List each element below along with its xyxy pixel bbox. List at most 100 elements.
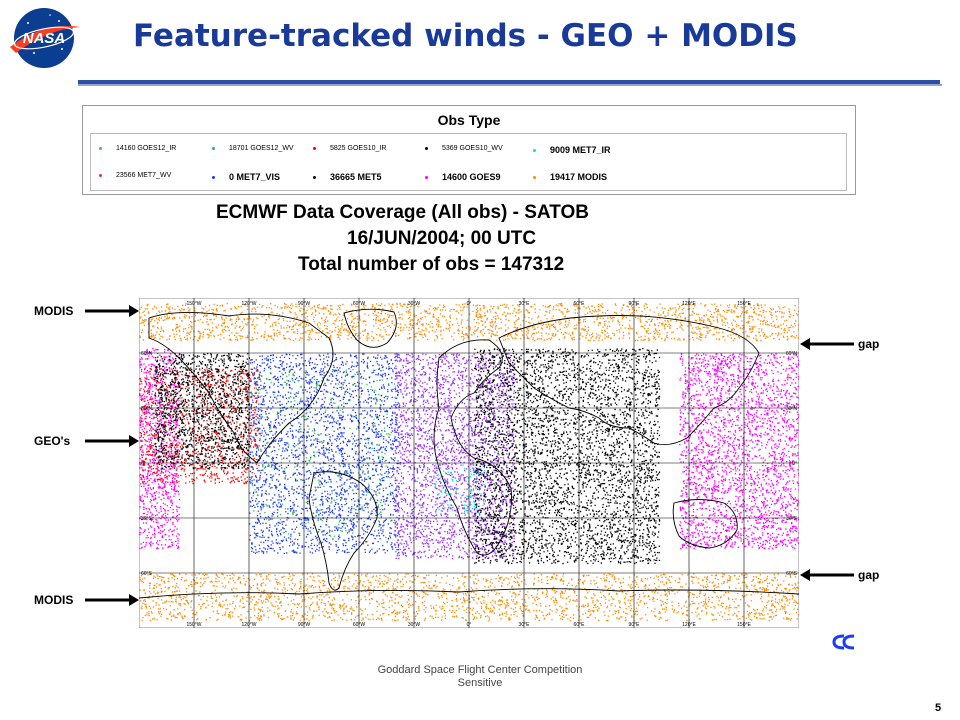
latitude-label: 30°N — [141, 406, 153, 412]
met7-ir-obs — [434, 463, 486, 515]
legend-entries: 14160 GOES12_IR 18701 GOES12_WV 5825 GOES1… — [90, 133, 847, 191]
longitude-label: 90°W — [298, 301, 311, 307]
footer: Goddard Space Flight Center Competition … — [340, 664, 620, 690]
legend-entry: 19417 MODIS — [533, 172, 607, 182]
legend-entry: 9009 MET7_IR — [533, 145, 611, 155]
goes9-west-obs — [139, 348, 181, 550]
goes12-wv-obs — [249, 353, 401, 554]
coast-greenland — [343, 308, 397, 348]
annotation-geos: GEO's — [34, 434, 71, 448]
legend-entry: 23566 MET7_WV — [99, 172, 171, 179]
legend-swatch — [313, 176, 316, 180]
longitude-label: 120°E — [682, 301, 696, 307]
legend-label: 18701 GOES12_WV — [229, 145, 294, 152]
met7-obs — [394, 353, 516, 560]
footer-line-2: Sensitive — [457, 677, 503, 689]
latitude-label: 60°N — [141, 351, 153, 357]
legend-entry: 18701 GOES12_WV — [212, 145, 294, 152]
nasa-logo: NASA — [10, 8, 80, 68]
legend-entry: 14600 GOES9 — [425, 172, 501, 182]
longitude-label: 150°W — [186, 622, 201, 628]
latitude-label: 30°S — [141, 516, 153, 522]
arrow-geos-icon — [85, 435, 139, 447]
legend-swatch — [425, 176, 428, 180]
coast-antarctica — [138, 588, 800, 599]
title-divider — [78, 80, 942, 86]
longitude-label: 90°E — [629, 622, 641, 628]
arrow-modis-bottom-icon — [85, 594, 139, 606]
longitude-label: 60°E — [574, 301, 586, 307]
latitude-label: 60°N — [786, 351, 798, 357]
longitude-label: 30°E — [519, 301, 531, 307]
annotation-modis-top: MODIS — [34, 304, 74, 318]
legend-swatch — [533, 176, 536, 180]
longitude-labels: 150°W 150°W 120°W 120°W 90°W 90°W 60°W 60°W 30°W… — [186, 301, 751, 628]
longitude-label: 120°W — [241, 301, 256, 307]
legend-swatch — [99, 146, 102, 150]
coverage-title: ECMWF Data Coverage (All obs) - SATOB — [216, 202, 589, 223]
longitude-label: 30°E — [519, 622, 531, 628]
annotation-modis-bottom: MODIS — [34, 593, 74, 607]
latitude-label: 60°S — [786, 571, 798, 577]
latitude-label: 30°S — [786, 516, 798, 522]
arrow-modis-top-icon — [85, 305, 139, 317]
legend-entry: 14160 GOES12_IR — [99, 145, 176, 152]
longitude-label: 60°W — [353, 622, 366, 628]
longitude-label: 0° — [467, 301, 472, 307]
longitude-label: 30°W — [408, 622, 421, 628]
legend-label: 9009 MET7_IR — [550, 145, 611, 155]
longitude-label: 60°W — [353, 301, 366, 307]
annotation-gap-bottom: gap — [858, 568, 880, 582]
legend-label: 23566 MET7_WV — [116, 172, 172, 179]
longitude-label: 150°E — [737, 622, 751, 628]
latitude-label: 30°N — [786, 406, 798, 412]
ecmwf-logo — [832, 634, 855, 650]
coverage-total: Total number of obs = 147312 — [298, 254, 565, 275]
coast-europe-africa — [433, 339, 512, 556]
coast-north-america — [148, 312, 334, 464]
coverage-date: 16/JUN/2004; 00 UTC — [347, 228, 537, 249]
annotation-gap-top: gap — [858, 337, 880, 351]
legend-swatch — [212, 146, 215, 150]
legend-label: 5369 GOES10_WV — [442, 145, 503, 152]
arrow-gap-top-icon — [800, 338, 854, 350]
obs-type-legend: Obs Type 14160 GOES12_IR 18701 GOES12_WV 5… — [82, 105, 856, 195]
legend-label: 0 MET7_VIS — [229, 172, 281, 182]
latitude-label: 60°S — [141, 571, 153, 577]
longitude-label: 120°E — [682, 622, 696, 628]
longitude-label: 90°W — [298, 622, 311, 628]
longitude-label: 150°E — [737, 301, 751, 307]
coast-south-america — [308, 471, 378, 591]
legend-label: 19417 MODIS — [550, 172, 608, 182]
legend-swatch — [533, 149, 536, 153]
coverage-map: 150°W 150°W 120°W 120°W 90°W 90°W 60°W 60°W 30°W… — [138, 297, 801, 629]
page-number: 5 — [935, 702, 942, 714]
latitude-label: 0° — [792, 461, 797, 467]
goes10-wv-obs — [154, 353, 251, 470]
coast-australia — [672, 499, 738, 549]
legend-swatch — [212, 176, 215, 180]
nasa-logo-text: NASA — [23, 30, 66, 47]
legend-title: Obs Type — [437, 112, 501, 128]
modis-north-obs — [139, 303, 801, 342]
longitude-label: 30°W — [408, 301, 421, 307]
slide-title: Feature-tracked winds - GEO + MODIS — [133, 18, 798, 54]
arrow-gap-bottom-icon — [800, 569, 854, 581]
coverage-map-svg: 150°W 150°W 120°W 120°W 90°W 90°W 60°W 60°W 30°W… — [138, 297, 801, 629]
latitude-labels: 60°N 60°N 30°N 30°N 0° 0° 30°S 30°S 60°S 60°S — [141, 351, 798, 577]
legend-swatch — [425, 146, 428, 150]
legend-entry: 0 MET7_VIS — [212, 172, 280, 182]
longitude-label: 60°E — [574, 622, 586, 628]
legend-swatch — [313, 146, 316, 150]
observations-layer — [139, 303, 801, 622]
legend-entry: 36665 MET5 — [313, 172, 382, 182]
latitude-label: 0° — [141, 461, 146, 467]
footer-line-1: Goddard Space Flight Center Competition — [377, 664, 583, 676]
longitude-label: 150°W — [186, 301, 201, 307]
legend-label: 5825 GOES10_IR — [330, 145, 387, 152]
longitude-label: 0° — [467, 622, 472, 628]
graticule — [139, 298, 799, 628]
met5-obs — [474, 348, 661, 565]
legend-entry: 5825 GOES10_IR — [313, 145, 386, 152]
legend-entry: 5369 GOES10_WV — [425, 145, 503, 152]
